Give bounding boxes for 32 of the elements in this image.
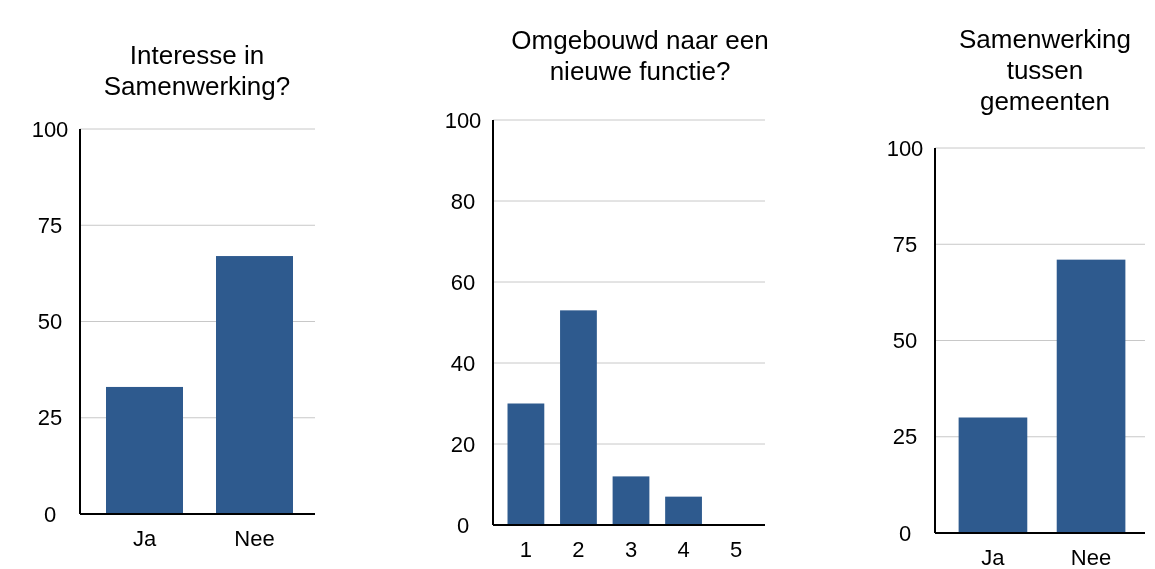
- y-tick-label: 0: [43, 501, 57, 527]
- y-tick-label: 50: [892, 328, 918, 354]
- y-tick-label: 0: [456, 512, 470, 538]
- y-tick-label: 100: [886, 135, 924, 161]
- y-tick-label: 40: [450, 350, 476, 376]
- x-tick-label: Ja: [981, 545, 1006, 569]
- x-tick-label: 3: [624, 537, 638, 562]
- bar: [560, 310, 597, 525]
- y-tick-label: 100: [444, 107, 482, 133]
- y-tick-label: 60: [450, 269, 476, 295]
- bar: [612, 476, 650, 525]
- y-tick-label: 25: [37, 405, 63, 431]
- bar: [665, 496, 702, 525]
- x-tick-label: Ja: [132, 526, 157, 551]
- y-tick-label: 100: [31, 116, 69, 142]
- x-tick-label: 4: [677, 537, 690, 562]
- x-tick-label: 1: [519, 537, 533, 562]
- y-tick-label: 0: [898, 520, 912, 546]
- y-tick-label: 75: [892, 231, 918, 257]
- chart-title: Samenwerking tussen gemeenten: [959, 24, 1131, 116]
- chart-title: Interesse in Samenwerking?: [103, 40, 291, 101]
- y-tick-label: 75: [37, 212, 63, 238]
- y-tick-label: 80: [450, 188, 476, 214]
- y-tick-label: 50: [37, 309, 63, 335]
- y-tick-label: 25: [892, 424, 918, 450]
- bar: [507, 403, 545, 525]
- chart-title: Omgebouwd naar een nieuwe functie?: [511, 25, 769, 86]
- x-tick-label: 2: [572, 537, 585, 562]
- x-tick-label: 5: [729, 537, 743, 562]
- y-tick-label: 20: [450, 431, 476, 457]
- x-tick-label: Nee: [1070, 545, 1112, 569]
- x-tick-label: Nee: [234, 526, 275, 551]
